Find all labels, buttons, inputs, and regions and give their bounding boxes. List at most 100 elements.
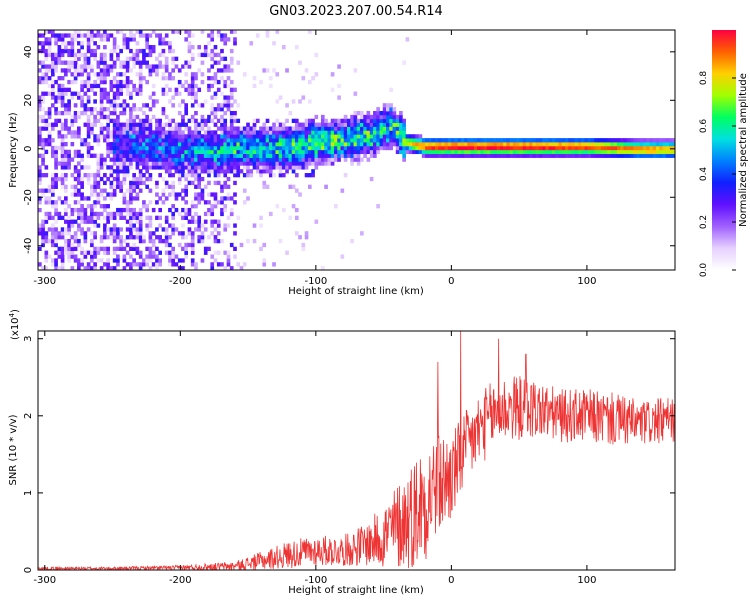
heatmap-cell [262, 242, 267, 248]
heatmap-cell [236, 262, 241, 267]
heatmap-cell [119, 242, 123, 248]
heatmap-cell [288, 130, 293, 135]
heatmap-cell [288, 165, 293, 170]
heatmap-cell [603, 149, 608, 155]
heatmap-cell [623, 138, 628, 143]
heatmap-cell [38, 99, 42, 104]
heatmap-cell [168, 72, 172, 77]
heatmap-cell [132, 83, 136, 89]
heatmap-cell [568, 142, 572, 147]
heatmap-cell [311, 126, 315, 131]
heatmap-cell [597, 149, 602, 155]
heatmap-cell [41, 145, 45, 151]
heatmap-cell [122, 142, 127, 147]
heatmap-cell [207, 173, 211, 178]
heatmap-cell [83, 238, 88, 244]
heatmap-cell [298, 161, 302, 166]
heatmap-cell [145, 145, 149, 151]
heatmap-cell [135, 184, 140, 189]
heatmap-cell [142, 153, 146, 158]
heatmap-cell [73, 235, 78, 240]
heatmap-cell [73, 118, 78, 124]
heatmap-cell [151, 153, 156, 158]
heatmap-cell [272, 161, 276, 166]
heatmap-cell [203, 52, 208, 58]
heatmap-cell [229, 196, 234, 201]
heatmap-cell [519, 138, 524, 143]
heatmap-cell [451, 149, 455, 155]
heatmap-cell [220, 130, 224, 135]
heatmap-cell [73, 149, 78, 155]
heatmap-cell [665, 153, 670, 158]
heatmap-cell [151, 83, 156, 89]
heatmap-cell [216, 87, 221, 92]
heatmap-cell [272, 142, 276, 147]
heatmap-cell [148, 165, 153, 170]
heatmap-cell [60, 262, 65, 267]
heatmap-cell [41, 79, 45, 85]
heatmap-cell [662, 138, 667, 143]
heatmap-cell [584, 138, 589, 143]
heatmap-cell [80, 262, 84, 267]
heatmap-cell [171, 130, 176, 135]
heatmap-cell [155, 161, 159, 166]
heatmap-cell [408, 142, 413, 147]
heatmap-cell [119, 138, 123, 143]
heatmap-cell [314, 122, 319, 127]
heatmap-cell [90, 122, 94, 127]
heatmap-cell [168, 76, 172, 81]
heatmap-cell [112, 99, 117, 104]
heatmap-cell [148, 145, 153, 151]
heatmap-cell [233, 99, 237, 104]
heatmap-cell [184, 250, 189, 255]
heatmap-cell [119, 126, 123, 131]
heatmap-cell [402, 145, 406, 151]
heatmap-cell [132, 134, 136, 139]
spectrogram-xlabel: Height of straight line (km) [288, 286, 424, 297]
heatmap-cell [129, 161, 133, 166]
heatmap-cell [112, 37, 117, 42]
heatmap-cell [67, 149, 71, 155]
heatmap-cell [594, 149, 598, 155]
heatmap-cell [327, 134, 332, 139]
heatmap-cell [389, 103, 393, 108]
heatmap-cell [103, 37, 107, 42]
heatmap-cell [44, 258, 49, 263]
heatmap-cell [155, 165, 159, 170]
heatmap-cell [213, 134, 218, 139]
heatmap-cell [558, 142, 563, 147]
heatmap-cell [190, 72, 195, 77]
heatmap-cell [60, 68, 65, 73]
heatmap-cell [223, 134, 228, 139]
heatmap-cell [158, 262, 162, 267]
heatmap-cell [412, 134, 416, 139]
heatmap-cell [190, 200, 195, 205]
heatmap-cell [80, 72, 84, 77]
heatmap-cell [73, 37, 78, 42]
heatmap-cell [203, 142, 208, 147]
heatmap-cell [200, 188, 205, 193]
heatmap-cell [223, 130, 228, 135]
heatmap-cell [298, 138, 302, 143]
heatmap-cell [197, 192, 202, 197]
heatmap-cell [158, 235, 162, 240]
heatmap-cell [38, 114, 42, 120]
heatmap-cell [275, 99, 280, 104]
heatmap-cell [330, 134, 335, 139]
heatmap-cell [330, 138, 335, 143]
heatmap-cell [356, 110, 361, 116]
heatmap-cell [129, 126, 133, 131]
heatmap-cell [373, 142, 377, 147]
heatmap-cell [44, 37, 49, 42]
heatmap-cell [203, 134, 208, 139]
heatmap-cell [116, 231, 120, 236]
heatmap-cell [301, 165, 306, 170]
heatmap-cell [93, 231, 97, 236]
heatmap-cell [584, 149, 589, 155]
heatmap-cell [148, 250, 153, 255]
heatmap-cell [496, 149, 501, 155]
heatmap-cell [60, 149, 65, 155]
heatmap-cell [304, 130, 309, 135]
heatmap-cell [294, 45, 299, 50]
heatmap-cell [129, 180, 133, 186]
